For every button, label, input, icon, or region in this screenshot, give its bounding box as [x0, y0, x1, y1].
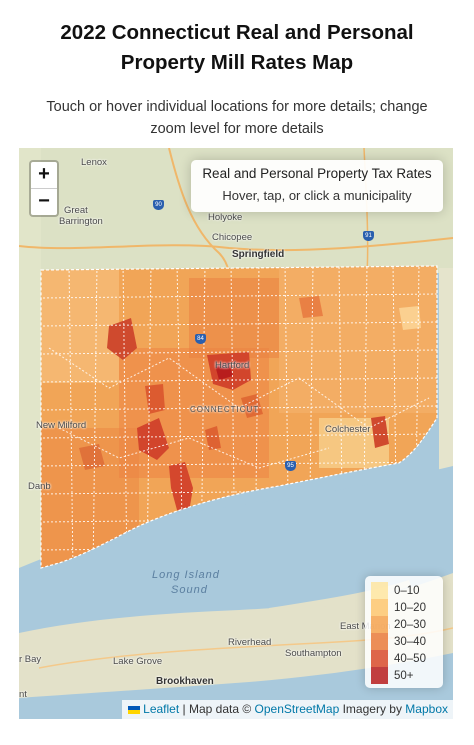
- road-i90: [19, 237, 453, 252]
- torrington-town[interactable]: [107, 318, 137, 360]
- north-fork: [269, 580, 411, 614]
- legend-label: 10–20: [394, 601, 426, 614]
- legend-label: 30–40: [394, 635, 426, 648]
- legend-swatch: [371, 616, 388, 633]
- legend-swatch: [371, 633, 388, 650]
- danbury-town[interactable]: [79, 444, 105, 470]
- legend-swatch: [371, 599, 388, 616]
- mapbox-link[interactable]: Mapbox: [405, 702, 448, 716]
- woodstock-town[interactable]: [399, 306, 421, 330]
- label-great-barrington: Great: [64, 205, 88, 216]
- hartford-center[interactable]: [215, 362, 233, 380]
- legend-swatch: [371, 650, 388, 667]
- label-new-milford: New Milford: [36, 420, 87, 431]
- attribution-imagery: Imagery by: [342, 702, 402, 716]
- legend-label: 40–50: [394, 652, 426, 665]
- label-colchester: Colchester: [325, 424, 371, 435]
- connecticut-outline: [40, 265, 438, 569]
- label-southampton: Southampton: [285, 648, 342, 659]
- hartford-county: [189, 278, 279, 358]
- subtitle-line-1: Touch or hover individual locations for …: [46, 99, 428, 115]
- norwich-town[interactable]: [371, 416, 389, 448]
- legend-swatch: [371, 667, 388, 684]
- tolland-windham: [279, 266, 437, 413]
- zoom-in-button[interactable]: +: [31, 162, 57, 189]
- map-attribution: Leaflet | Map data © OpenStreetMap Image…: [122, 700, 453, 719]
- leaflet-link[interactable]: Leaflet: [143, 702, 180, 716]
- legend-row: 50+: [371, 667, 437, 684]
- map-legend: 0–10 10–20 20–30 30–40 40–50 50+: [365, 576, 443, 688]
- label-danbury: Danb: [28, 481, 51, 492]
- label-brookhaven: Brookhaven: [156, 676, 214, 687]
- new-york-land: [19, 148, 41, 608]
- highway-shield-90: 90: [153, 200, 164, 210]
- waterbury-town[interactable]: [137, 418, 169, 460]
- zoom-out-button[interactable]: −: [38, 190, 50, 212]
- label-lenox: Lenox: [81, 157, 107, 168]
- label-connecticut: CONNECTICUT: [190, 405, 260, 414]
- legend-label: 50+: [394, 669, 414, 682]
- info-panel-hint: Hover, tap, or click a municipality: [222, 188, 412, 203]
- page-subtitle: Touch or hover individual locations for …: [0, 96, 474, 140]
- meriden-town[interactable]: [205, 426, 221, 450]
- label-lake-grove: Lake Grove: [113, 656, 163, 667]
- legend-row: 10–20: [371, 599, 437, 616]
- legend-row: 40–50: [371, 650, 437, 667]
- tolland-town[interactable]: [299, 296, 323, 318]
- connecticut-towns[interactable]: [39, 263, 439, 573]
- info-panel: Real and Personal Property Tax Rates Hov…: [191, 160, 443, 212]
- subtitle-line-2: zoom level for more details: [150, 121, 324, 137]
- litchfield-hills: [41, 266, 119, 383]
- map-container[interactable]: Lenox Great Barrington Holyoke Chicopee …: [19, 148, 453, 719]
- label-nt: nt: [19, 689, 27, 700]
- zoom-control: + −: [29, 160, 59, 217]
- ukraine-flag-icon: [128, 706, 141, 714]
- legend-swatch: [371, 582, 388, 599]
- page-title: 2022 Connecticut Real and Personal Prope…: [0, 18, 474, 78]
- legend-row: 0–10: [371, 582, 437, 599]
- long-island-land: [19, 573, 453, 698]
- info-panel-title: Real and Personal Property Tax Rates: [202, 166, 432, 181]
- label-riverhead: Riverhead: [228, 637, 272, 648]
- title-line-1: 2022 Connecticut Real and Personal: [60, 21, 414, 44]
- label-great-barrington-2: Barrington: [59, 216, 103, 227]
- label-holyoke: Holyoke: [208, 212, 243, 223]
- legend-row: 30–40: [371, 633, 437, 650]
- label-springfield: Springfield: [232, 249, 285, 260]
- label-chicopee: Chicopee: [212, 232, 253, 243]
- highway-shield-84: 84: [195, 334, 206, 344]
- label-hartford: Hartford: [215, 360, 250, 371]
- legend-row: 20–30: [371, 616, 437, 633]
- legend-label: 0–10: [394, 584, 420, 597]
- label-long-island-sound-2: Sound: [171, 584, 208, 596]
- label-bay: r Bay: [19, 654, 42, 665]
- thomaston-town[interactable]: [145, 384, 165, 414]
- town-borders: [41, 266, 437, 568]
- attribution-map-data: | Map data ©: [182, 702, 252, 716]
- label-long-island-sound: Long Island: [152, 569, 220, 581]
- legend-label: 20–30: [394, 618, 426, 631]
- openstreetmap-link[interactable]: OpenStreetMap: [254, 702, 340, 716]
- title-line-2: Property Mill Rates Map: [120, 51, 354, 74]
- highway-shield-91: 91: [363, 231, 374, 241]
- highway-shield-95: 95: [285, 461, 296, 471]
